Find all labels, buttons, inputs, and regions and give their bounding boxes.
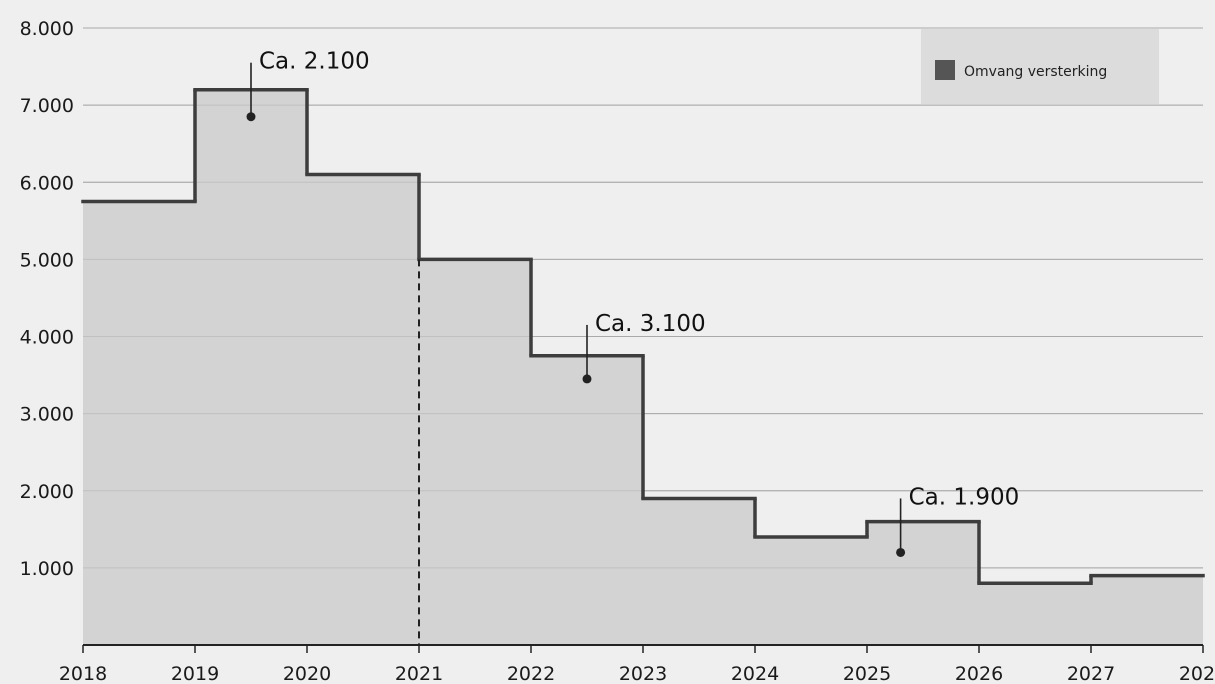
y-tick-label: 3.000 <box>20 404 74 426</box>
legend-swatch <box>935 60 955 80</box>
y-tick-label: 4.000 <box>20 327 74 349</box>
x-tick-label: 2027 <box>1067 663 1115 684</box>
y-tick-label: 2.000 <box>20 481 74 503</box>
annotation-dot <box>582 374 592 384</box>
x-tick-label: 2028 <box>1179 663 1215 684</box>
annotation-label: Ca. 3.100 <box>595 311 706 337</box>
annotation-dot <box>896 547 906 557</box>
legend-label: Omvang versterking <box>964 64 1107 80</box>
x-tick-label: 2021 <box>395 663 443 684</box>
y-tick-label: 5.000 <box>20 249 74 271</box>
y-tick-label: 1.000 <box>20 558 74 580</box>
x-tick-label: 2023 <box>619 663 667 684</box>
legend-box <box>921 29 1159 104</box>
x-tick-label: 2020 <box>283 663 331 684</box>
annotation-label: Ca. 1.900 <box>909 484 1020 510</box>
x-tick-label: 2024 <box>731 663 779 684</box>
y-tick-label: 6.000 <box>20 172 74 194</box>
y-tick-label: 8.000 <box>20 18 74 40</box>
y-tick-label: 7.000 <box>20 95 74 117</box>
annotation-label: Ca. 2.100 <box>259 49 370 75</box>
x-tick-label: 2026 <box>955 663 1003 684</box>
x-tick-label: 2018 <box>59 663 107 684</box>
annotation-dot <box>246 112 256 122</box>
x-tick-label: 2022 <box>507 663 555 684</box>
x-tick-label: 2019 <box>171 663 219 684</box>
x-tick-label: 2025 <box>843 663 891 684</box>
